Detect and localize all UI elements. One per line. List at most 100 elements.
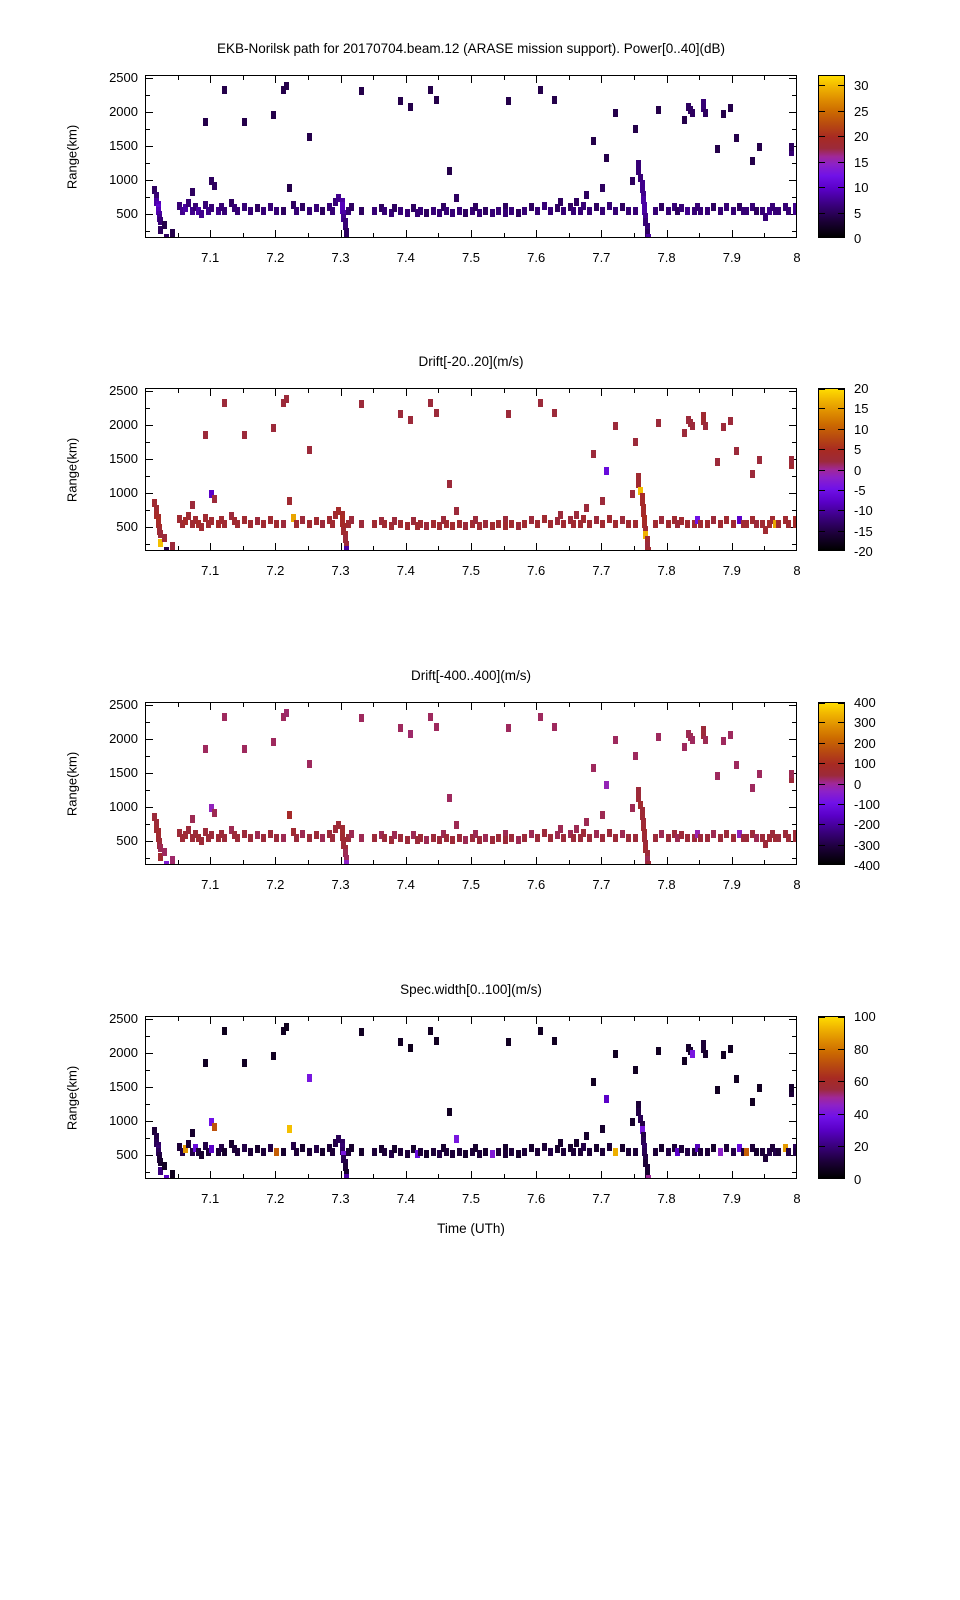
echo-point (619, 830, 625, 839)
echo-point (509, 834, 515, 843)
echo-point (640, 1131, 646, 1140)
echo-point (721, 1051, 727, 1060)
echo-point (408, 102, 414, 111)
echo-point (730, 834, 736, 843)
echo-point (698, 207, 704, 216)
echo-point (313, 831, 319, 840)
echo-point (228, 199, 234, 207)
echo-point (176, 1142, 182, 1151)
echo-point (287, 811, 293, 820)
echo-point (535, 834, 541, 843)
echo-point (261, 834, 267, 843)
echo-point (163, 1174, 169, 1178)
echo-point (633, 1148, 638, 1157)
y-tick-label: 1500 (109, 138, 138, 154)
echo-point (633, 1065, 638, 1074)
echo-point (209, 204, 215, 213)
echo-point (158, 853, 164, 862)
echo-point (473, 516, 479, 525)
x-tick-labels: 7.1 7.2 7.3 7.4 7.5 7.6 7.7 7.8 7.9 8 (145, 865, 800, 895)
echo-point (320, 520, 326, 529)
echo-point (789, 1089, 795, 1098)
echo-point (727, 730, 733, 739)
echo-point (502, 203, 508, 212)
echo-point (571, 1148, 577, 1157)
echo-point (704, 834, 710, 843)
echo-point (734, 133, 740, 142)
echo-point (440, 830, 446, 839)
colorbar-tick-label: -100 (854, 796, 881, 812)
echo-point (766, 207, 772, 216)
echo-point (600, 497, 606, 506)
echo-point (584, 817, 590, 826)
echo-point (786, 207, 792, 216)
echo-point (496, 207, 502, 216)
echo-point (293, 1148, 299, 1157)
echo-point (162, 534, 168, 543)
colorbar-tick-label: 15 (854, 154, 869, 170)
echo-point (675, 1148, 681, 1157)
echo-point (473, 830, 479, 839)
echo-point (241, 203, 247, 212)
echo-point (388, 835, 394, 844)
echo-point (427, 712, 433, 721)
echo-point (580, 201, 586, 210)
colorbar-labels-power: 0 5 10 15 20 25 30 (818, 75, 938, 245)
echo-point (381, 520, 387, 529)
echo-point (698, 834, 704, 843)
echo-point (701, 416, 707, 425)
echo-point (189, 207, 195, 216)
echo-point (714, 771, 720, 780)
echo-point (186, 1140, 192, 1148)
echo-point (704, 1148, 710, 1157)
x-tick-label: 7.9 (722, 563, 741, 578)
y-tick-labels: 500 1000 1500 2000 2500 (95, 71, 138, 238)
echo-point (753, 834, 759, 843)
echo-point (189, 1129, 195, 1138)
echo-point (603, 153, 609, 162)
echo-point (659, 830, 665, 839)
echo-point (456, 1148, 462, 1157)
echo-point (261, 207, 267, 216)
echo-point (690, 1050, 696, 1059)
colorbar-tick-label: 5 (854, 442, 862, 458)
echo-point (505, 410, 511, 419)
echo-point (344, 854, 350, 863)
colorbar-tick-label: 15 (854, 401, 869, 417)
echo-point (600, 184, 606, 193)
y-axis-label: Range(km) (64, 1065, 80, 1130)
echo-point (215, 207, 221, 216)
x-tick-label: 7.3 (331, 563, 350, 578)
echo-point (792, 203, 796, 212)
echo-point (344, 1173, 350, 1178)
echo-point (473, 203, 479, 212)
echo-point (280, 520, 286, 529)
echo-point (640, 509, 646, 518)
echo-point (342, 535, 348, 544)
colorbar-tick-label: 0 (854, 231, 862, 246)
echo-point (698, 520, 704, 529)
echo-point (339, 1142, 345, 1151)
echo-point (740, 207, 746, 216)
colorbar-tick-label: 5 (854, 205, 862, 221)
echo-point (541, 1142, 547, 1151)
echo-point (158, 539, 164, 548)
echo-point (590, 136, 596, 145)
echo-point (737, 830, 743, 839)
echo-point (232, 517, 238, 526)
echo-point (665, 834, 671, 843)
x-tick-label: 7.3 (331, 250, 350, 265)
echo-point (434, 722, 440, 731)
echo-point (209, 177, 215, 186)
echo-point (408, 1043, 414, 1052)
echo-point (411, 1145, 417, 1154)
echo-point (600, 207, 606, 216)
echo-point (424, 835, 430, 844)
echo-point (162, 1162, 168, 1171)
echo-point (398, 520, 404, 529)
echo-point (694, 1144, 700, 1153)
echo-point (505, 97, 511, 106)
echo-point (463, 521, 469, 530)
echo-point (456, 520, 462, 529)
echo-point (652, 520, 658, 529)
